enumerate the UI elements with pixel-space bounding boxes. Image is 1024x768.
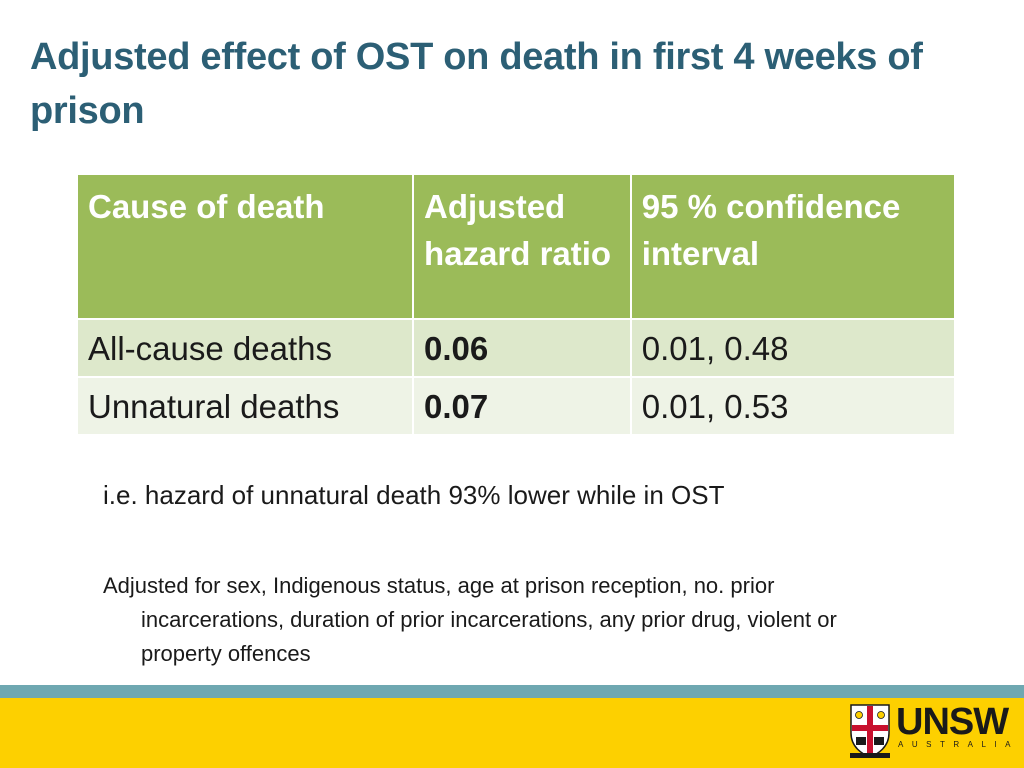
interpretation-note: i.e. hazard of unnatural death 93% lower… [103, 480, 725, 510]
cell-hazard-ratio: 0.07 [412, 376, 632, 436]
cell-cause: Unnatural deaths [75, 376, 415, 436]
header-adjusted-hazard-ratio: Adjusted hazard ratio [412, 173, 632, 320]
table-row: All-cause deaths 0.06 0.01, 0.48 [75, 318, 957, 378]
cell-cause: All-cause deaths [75, 318, 415, 378]
header-cause-of-death: Cause of death [75, 173, 415, 320]
cell-hazard-ratio: 0.06 [412, 318, 632, 378]
cell-confidence-interval: 0.01, 0.48 [629, 318, 957, 378]
table-header-row: Cause of death Adjusted hazard ratio 95 … [75, 173, 957, 320]
header-confidence-interval: 95 % confidence interval [629, 173, 957, 320]
logo-wordmark: UNSW [896, 701, 1009, 743]
logo-subtitle: AUSTRALIA [898, 740, 1019, 749]
slide-title: Adjusted effect of OST on death in first… [30, 36, 923, 132]
cell-confidence-interval: 0.01, 0.53 [629, 376, 957, 436]
adjustment-note: Adjusted for sex, Indigenous status, age… [103, 573, 837, 666]
table-row: Unnatural deaths 0.07 0.01, 0.53 [75, 376, 957, 436]
footer-teal-band [0, 685, 1024, 698]
unsw-crest-icon [850, 704, 890, 758]
unsw-logo: UNSW AUSTRALIA [848, 701, 1010, 761]
results-table: Cause of death Adjusted hazard ratio 95 … [75, 173, 957, 436]
